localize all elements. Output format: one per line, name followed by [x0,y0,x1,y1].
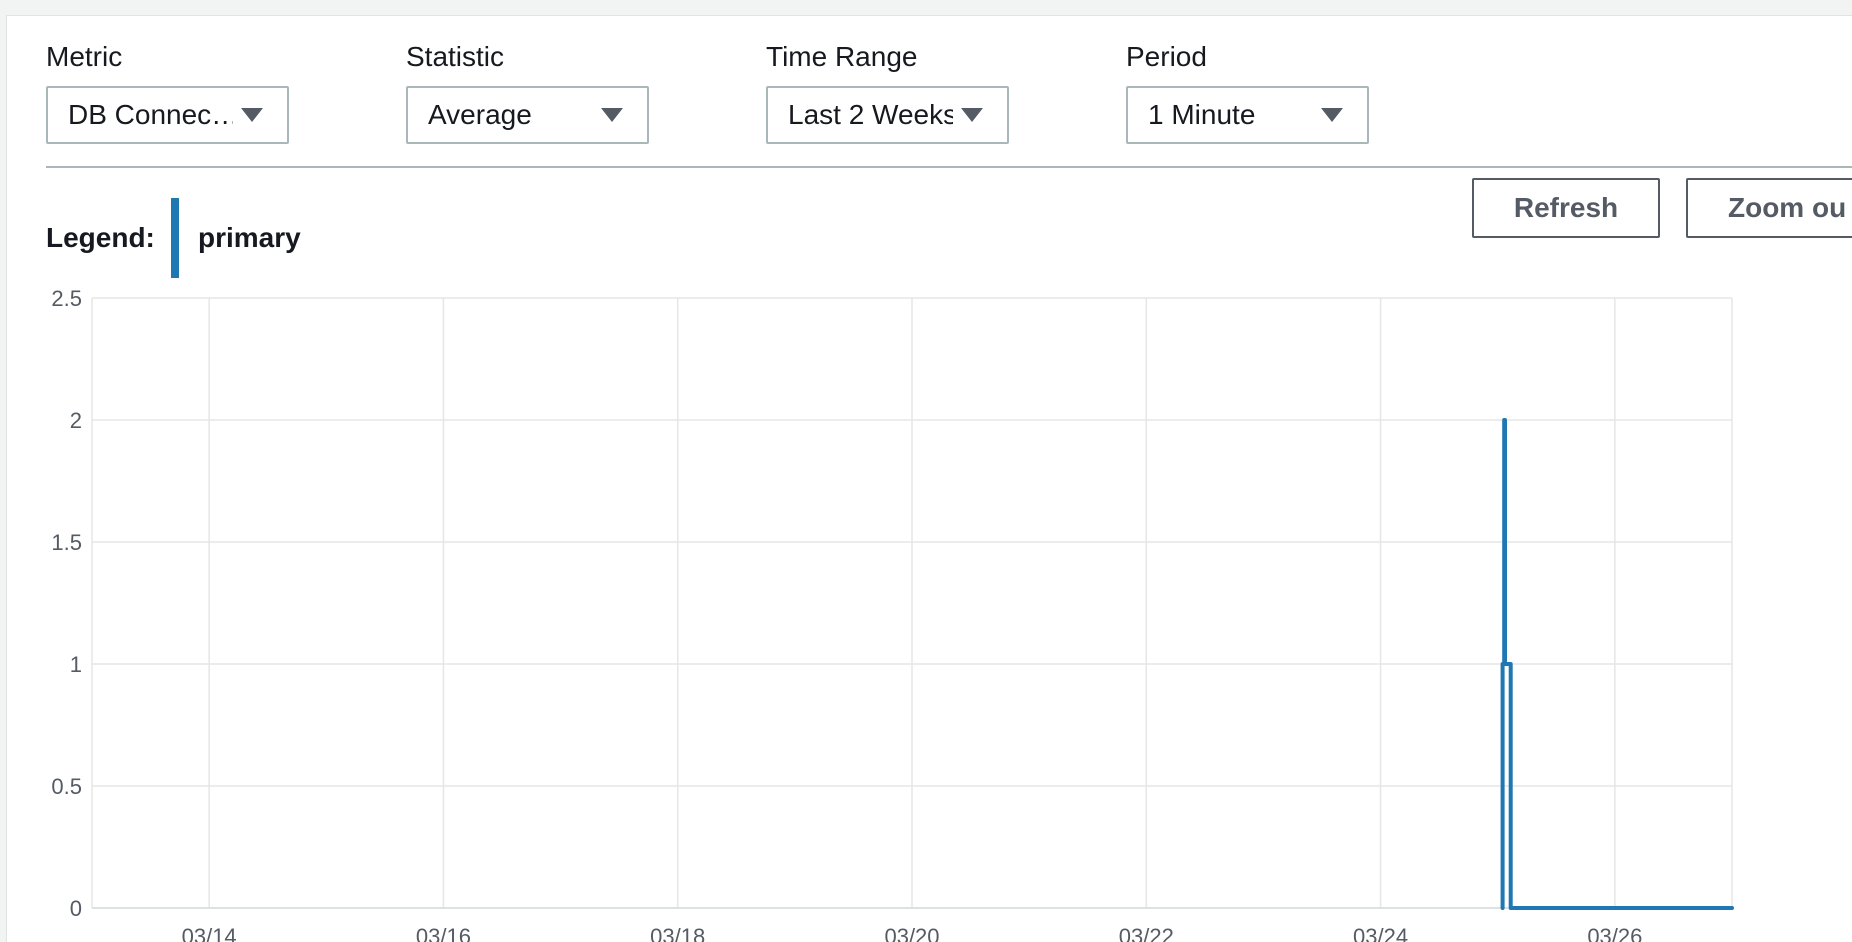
caret-down-icon [1321,108,1343,122]
y-axis: 0 0.5 1 1.5 2 2.5 [51,286,82,921]
x-tick-label: 03/18 [650,924,705,942]
x-tick-label: 03/16 [416,924,471,942]
time-range-select-value: Last 2 Weeks [788,99,953,130]
metric-chart[interactable]: 00.511.522.5 03/14 03/16 03/18 03/20 03/22 03… [0,270,1852,942]
x-tick-label: 03/22 [1119,924,1174,942]
time-range-label: Time Range [766,41,918,72]
y-tick-label: 2.5 [51,286,82,311]
statistic-label: Statistic [406,41,505,72]
y-tick-label: 0.5 [51,774,82,799]
y-tick-label: 1 [70,652,82,677]
period-label: Period [1126,41,1207,72]
x-axis: 03/14 03/16 03/18 03/20 03/22 03/24 03/26 [182,924,1643,942]
x-tick-label: 03/24 [1353,924,1408,942]
caret-down-icon [961,108,983,122]
zoom-out-button[interactable]: Zoom ou [1686,178,1852,238]
y-tick-label: 0 [70,896,82,921]
legend-swatch-primary [171,198,179,278]
legend-series-primary: primary [198,222,301,253]
metric-select-value: DB Connec… [68,99,233,130]
time-range-select[interactable]: Last 2 Weeks [766,86,1009,144]
statistic-select[interactable]: Average [406,86,649,144]
metric-select[interactable]: DB Connec… [46,86,289,144]
y-tick-label: 1.5 [51,530,82,555]
statistic-select-value: Average [428,99,532,130]
period-select-value: 1 Minute [1148,99,1256,130]
caret-down-icon [601,108,623,122]
refresh-button[interactable]: Refresh [1472,178,1660,238]
left-panel-edge [0,15,7,942]
y-tick-label: 2 [70,408,82,433]
x-tick-label: 03/14 [182,924,237,942]
metric-label: Metric [46,41,123,72]
series-line-primary [1500,418,1734,910]
caret-down-icon [241,108,263,122]
x-tick-label: 03/20 [884,924,939,942]
top-bar [0,0,1852,16]
period-select[interactable]: 1 Minute [1126,86,1369,144]
chart-grid [91,297,1733,909]
plot-area [1500,418,1734,910]
x-tick-label: 03/26 [1587,924,1642,942]
legend-title: Legend: [46,222,155,253]
controls-divider [46,166,1852,168]
